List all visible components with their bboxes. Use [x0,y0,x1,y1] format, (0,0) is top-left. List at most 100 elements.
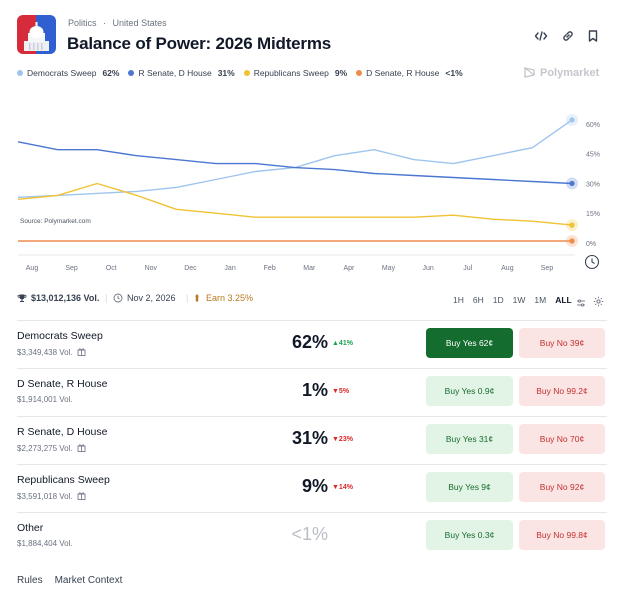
outcomes-list: Democrats Sweep $3,349,438 Vol. 62% ▲41%… [17,320,607,560]
legend-value: 9% [334,68,348,78]
range-1h[interactable]: 1H [453,295,464,305]
buy-yes-button[interactable]: Buy Yes 9¢ [426,472,513,502]
x-tick-label: Jan [224,265,235,272]
series-line-democrats-sweep[interactable] [17,119,573,198]
detail-tabs: Rules Market Context [17,575,122,586]
outcome-row-republicans-sweep[interactable]: Republicans Sweep $3,591,018 Vol. 9% ▼14… [17,464,607,512]
page-title: Balance of Power: 2026 Midterms [67,34,332,53]
legend-value: <1% [445,68,463,78]
polymarket-logo-icon [524,67,535,78]
time-range-selector: 1H 6H 1D 1W 1M ALL [453,295,572,305]
gift-icon [77,491,86,502]
x-tick-label: Sep [541,265,554,272]
legend-item-r-senate-d-house[interactable]: R Senate, D House 31% [128,68,235,78]
breadcrumb: Politics · United States [68,18,171,28]
earn-rate: Earn 3.25% [206,293,254,303]
x-tick-label: Sep [65,265,78,272]
legend-color-dot [17,70,23,76]
buy-yes-button[interactable]: Buy Yes 31¢ [426,424,513,454]
end-date-stat: Nov 2, 2026 [113,293,176,303]
series-line-r-senate-d-house[interactable] [17,141,573,185]
range-6h[interactable]: 6H [472,295,484,305]
tab-market-context[interactable]: Market Context [54,575,123,586]
link-icon[interactable] [561,29,575,43]
outcome-name: Other [17,522,44,534]
chart-legend: Democrats Sweep 62% R Senate, D House 31… [17,68,463,78]
buy-no-button[interactable]: Buy No 39¢ [519,328,605,358]
x-tick-label: Feb [264,265,276,272]
x-tick-label: Aug [501,265,514,272]
legend-value: 62% [102,68,120,78]
outcome-row-democrats-sweep[interactable]: Democrats Sweep $3,349,438 Vol. 62% ▲41%… [17,320,607,368]
legend-label: D Senate, R House [366,68,440,78]
outcome-probability: 62% [291,332,328,352]
outcome-probability: 31% [291,428,328,448]
y-tick-label: 30% [586,181,600,188]
y-tick-label: 0% [586,241,596,248]
buy-yes-button[interactable]: Buy Yes 0.9¢ [426,376,513,406]
legend-color-dot [356,70,363,76]
x-tick-label: Nov [145,265,158,272]
outcome-row-d-senate-r-house[interactable]: D Senate, R House $1,914,001 Vol. 1% ▼5%… [17,368,607,416]
gift-icon [77,443,86,454]
brand-name: Polymarket [540,66,600,79]
outcome-row-other[interactable]: Other $1,884,404 Vol. <1% Buy Yes 0.3¢ B… [17,512,607,560]
range-all[interactable]: ALL [555,295,572,305]
buy-no-button[interactable]: Buy No 92¢ [519,472,605,502]
legend-item-democrats-sweep[interactable]: Democrats Sweep 62% [17,68,119,78]
legend-color-dot [128,70,135,76]
series-line-republicans-sweep[interactable] [17,182,573,226]
legend-item-d-senate-r-house[interactable]: D Senate, R House <1% [356,68,463,78]
outcome-probability: 1% [301,380,328,400]
outcome-name: Democrats Sweep [17,330,103,342]
chart-source-label: Source: Polymarket.com [20,218,91,225]
outcome-volume-text: $3,349,438 Vol. [17,348,73,357]
outcome-volume: $1,884,404 Vol. [17,539,73,548]
legend-item-republicans-sweep[interactable]: Republicans Sweep 9% [243,68,348,78]
breadcrumb-category[interactable]: Politics [68,18,97,28]
buy-yes-button[interactable]: Buy Yes 0.3¢ [426,520,513,550]
outcome-change: ▼5% [332,388,350,395]
range-1w[interactable]: 1W [512,295,526,305]
earn-icon [195,294,199,302]
outcome-volume-text: $1,884,404 Vol. [17,539,73,548]
range-1m[interactable]: 1M [534,295,547,305]
sliders-icon[interactable] [576,295,586,307]
legend-value: 31% [217,68,235,78]
outcome-probability: 9% [301,476,328,496]
range-1d[interactable]: 1D [492,295,504,305]
buy-no-button[interactable]: Buy No 99.8¢ [519,520,605,550]
outcome-change: ▼23% [332,436,353,443]
outcome-volume: $2,273,275 Vol. [17,443,86,454]
tab-rules[interactable]: Rules [17,575,43,586]
x-tick-label: Oct [106,265,117,272]
trophy-icon [17,294,27,302]
bookmark-icon[interactable] [586,29,600,43]
earn-badge[interactable]: Earn 3.25% [192,293,253,303]
legend-color-dot [243,70,250,76]
legend-label: Democrats Sweep [27,68,97,78]
volume-stat: $13,012,136 Vol. [17,293,99,303]
outcome-change: ▼14% [332,484,353,491]
outcome-volume-text: $2,273,275 Vol. [17,444,73,453]
stats-divider: | [186,293,189,303]
outcome-probability: <1% [291,524,328,544]
x-tick-label: May [382,265,396,272]
embed-icon[interactable] [534,29,548,43]
legend-label: Republicans Sweep [253,68,329,78]
price-chart[interactable]: 0% 15% 30% 45% 60% Aug Sep Oct Nov Dec Jan Feb Mar Ap… [0,100,617,285]
buy-yes-button[interactable]: Buy Yes 62¢ [426,328,513,358]
history-icon[interactable] [584,254,600,270]
series-end-point [569,117,575,123]
legend-label: R Senate, D House [138,68,212,78]
buy-no-button[interactable]: Buy No 70¢ [519,424,605,454]
series-end-point [569,222,575,228]
brand-watermark: Polymarket [523,66,599,79]
outcome-name: D Senate, R House [17,378,108,390]
breadcrumb-region[interactable]: United States [112,18,167,28]
buy-no-button[interactable]: Buy No 99.2¢ [519,376,605,406]
gear-icon[interactable] [593,294,604,307]
outcome-change: ▲41% [332,340,353,347]
x-tick-label: Dec [184,265,197,272]
outcome-row-r-senate-d-house[interactable]: R Senate, D House $2,273,275 Vol. 31% ▼2… [17,416,607,464]
